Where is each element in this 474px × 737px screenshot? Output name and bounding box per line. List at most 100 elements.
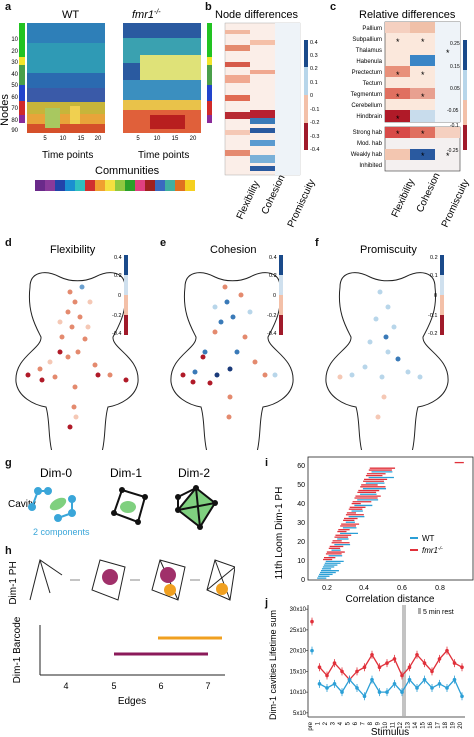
panel-j-letter: j — [265, 597, 269, 609]
c-columns: Flexibility Cohesion Promiscuity — [390, 171, 472, 229]
f-colorbar: 0.2 0.1 0 -0.1 -0.2 — [428, 255, 444, 337]
svg-text:30: 30 — [11, 60, 18, 66]
svg-text:50: 50 — [11, 83, 18, 89]
brain-maps: Flexibility Cohesion Promiscuity 0.40.20… — [15, 244, 449, 450]
data-point — [452, 661, 457, 665]
svg-text:6: 6 — [158, 681, 163, 691]
flex-title: Flexibility — [50, 244, 96, 256]
svg-text:0.05: 0.05 — [450, 86, 460, 92]
node-diff-cohesion — [250, 40, 275, 171]
svg-text:20: 20 — [95, 136, 102, 142]
i-xlabel: Correlation distance — [346, 594, 435, 605]
flex-brain — [15, 272, 139, 450]
data-point — [415, 686, 419, 690]
c-heatmap-top — [384, 21, 461, 123]
svg-text:80: 80 — [11, 118, 18, 124]
c-significance-top: * * * * * * * * — [396, 37, 450, 124]
svg-text:Strong hab: Strong hab — [353, 130, 383, 136]
data-point — [407, 677, 412, 682]
data-point — [370, 677, 374, 682]
data-point — [377, 690, 382, 694]
data-point — [332, 661, 337, 665]
cohesion-title: Cohesion — [210, 244, 256, 256]
j-xtick: 20 — [458, 721, 464, 728]
components-note: 2 components — [33, 527, 90, 537]
relative-diff-title: Relative differences — [359, 9, 456, 21]
svg-text:15: 15 — [172, 136, 179, 142]
svg-text:60: 60 — [11, 95, 18, 101]
svg-text:Tegmentum: Tegmentum — [351, 92, 382, 98]
svg-text:*: * — [396, 37, 400, 47]
data-point — [452, 677, 457, 682]
svg-text:0.2: 0.2 — [114, 273, 122, 279]
svg-text:-0.4: -0.4 — [267, 331, 276, 337]
j-xtick: 6 — [353, 721, 359, 725]
svg-text:0.2: 0.2 — [269, 273, 277, 279]
j-xtick: 8 — [368, 721, 374, 725]
j-xtick: 13 — [406, 721, 412, 728]
panel-e-letter: e — [160, 237, 167, 249]
d-colorbar: 0.4 0.2 0 -0.2 -0.4 — [112, 255, 128, 337]
data-point — [325, 673, 329, 678]
j-xtick: 16 — [428, 721, 434, 728]
svg-text:-0.05: -0.05 — [447, 108, 459, 114]
data-point — [362, 665, 367, 670]
j-xtick: 11 — [391, 721, 397, 728]
svg-text:70: 70 — [11, 106, 18, 112]
data-point — [460, 694, 464, 699]
j-xtick: pre — [308, 721, 314, 730]
j-ytick: 15x10 — [290, 669, 307, 675]
data-point — [400, 673, 404, 678]
panel-d-letter: d — [5, 237, 12, 249]
svg-text:Habenula: Habenula — [356, 59, 382, 65]
j-xtick: 14 — [413, 721, 419, 728]
j-ytick: 30x10 — [290, 607, 307, 613]
data-point — [347, 677, 352, 682]
dim2-label: Dim-2 — [178, 466, 210, 480]
e-colorbar: 0.4 0.2 0 -0.2 -0.4 — [267, 255, 283, 337]
panel-b: Node differences 0.4 0.3 0.2 0.1 0 -0.1 -0.… — [207, 9, 319, 229]
panel-i: 11th Loom Dim-1 PH 0 10 20 30 40 50 60 0.2 0… — [274, 456, 474, 605]
j-xtick: 3 — [331, 721, 337, 725]
svg-text:0.4: 0.4 — [310, 40, 318, 46]
legend-fmr: fmr1-/- — [422, 546, 443, 555]
data-point — [385, 661, 389, 665]
svg-text:Thalamus: Thalamus — [356, 48, 382, 54]
rest-bar — [402, 605, 406, 717]
data-point — [355, 686, 359, 690]
data-point — [422, 661, 427, 665]
svg-text:Pallium: Pallium — [362, 26, 382, 32]
panel-c-letter: c — [330, 1, 337, 13]
svg-text:0: 0 — [301, 577, 305, 584]
svg-text:-0.1: -0.1 — [310, 107, 319, 113]
barcode-label: Dim-1 Barcode — [12, 616, 23, 683]
svg-text:Tectum: Tectum — [363, 81, 382, 87]
b-columns: Flexibility Cohesion Promiscuity — [235, 173, 318, 229]
j-xlabel: Stimulus — [371, 727, 409, 737]
svg-text:0.4: 0.4 — [359, 585, 369, 592]
cohesion-brain — [170, 272, 294, 450]
svg-text:Hindbrain: Hindbrain — [356, 114, 382, 120]
svg-text:5: 5 — [136, 136, 140, 142]
svg-text:5: 5 — [43, 136, 47, 142]
data-point — [460, 665, 464, 670]
rest-label: 5 min rest — [423, 609, 454, 616]
svg-text:Cohesion: Cohesion — [415, 171, 443, 214]
svg-text:Inhibited: Inhibited — [359, 163, 382, 169]
svg-text:0.1: 0.1 — [430, 273, 438, 279]
panel-g: Dim-0 Dim-1 Dim-2 Cavity 2 components — [8, 466, 218, 537]
data-point — [392, 657, 397, 661]
svg-text:0.3: 0.3 — [310, 53, 318, 59]
svg-text:*: * — [396, 129, 400, 139]
svg-text:10: 10 — [154, 136, 161, 142]
data-point — [340, 690, 344, 694]
svg-text:-0.1: -0.1 — [428, 313, 437, 319]
svg-text:30: 30 — [297, 520, 305, 527]
data-point — [325, 686, 329, 690]
svg-text:4: 4 — [63, 681, 68, 691]
svg-text:-0.2: -0.2 — [310, 120, 319, 126]
svg-text:5: 5 — [111, 681, 116, 691]
svg-text:Promiscuity: Promiscuity — [286, 178, 318, 229]
svg-text:-0.25: -0.25 — [447, 148, 459, 154]
data-point — [310, 648, 314, 653]
